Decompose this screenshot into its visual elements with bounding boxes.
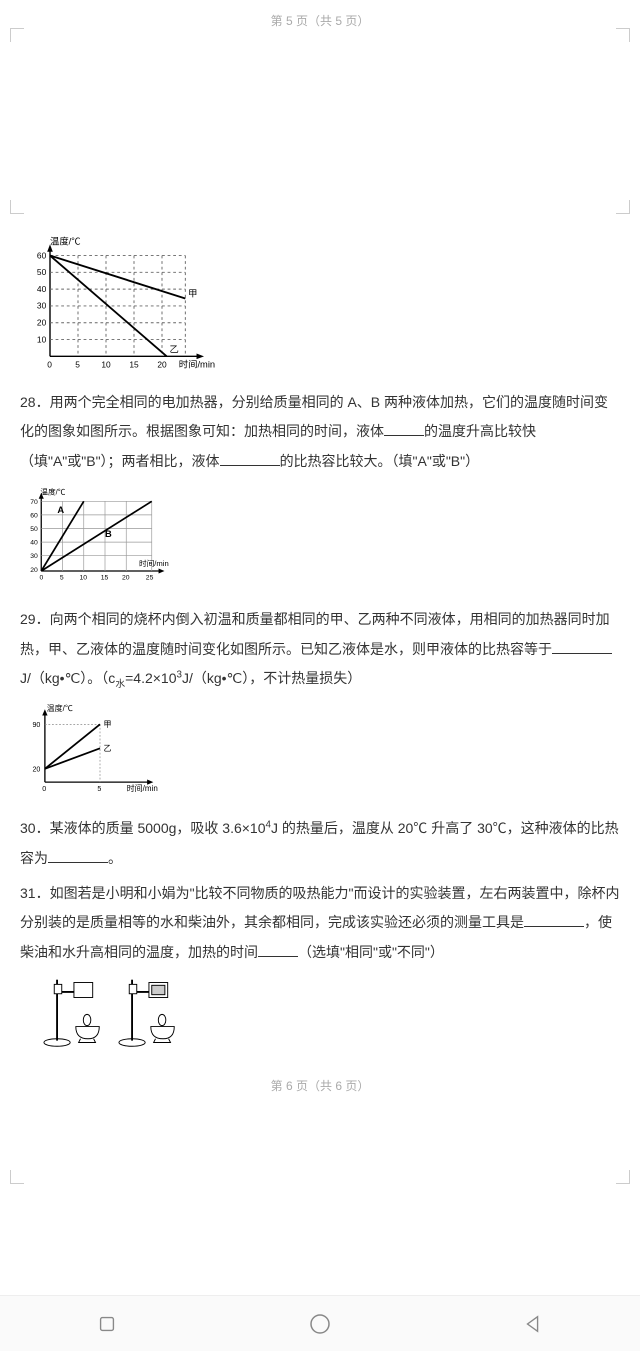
svg-text:10: 10	[101, 360, 111, 370]
svg-text:温度/℃: 温度/℃	[40, 487, 65, 497]
svg-text:15: 15	[101, 575, 109, 582]
crop-corner-bl	[10, 1170, 24, 1184]
page-footer: 第 6 页（共 6 页）	[20, 1063, 620, 1108]
q-num: 29．	[20, 611, 50, 627]
q-text: 。	[108, 850, 122, 866]
q-num: 28．	[20, 394, 50, 410]
svg-text:25: 25	[146, 575, 154, 582]
svg-text:0: 0	[47, 360, 52, 370]
q-text: 某液体的质量 5000g，吸收 3.6×10	[50, 820, 266, 836]
svg-text:60: 60	[30, 513, 38, 520]
svg-text:20: 20	[32, 766, 40, 774]
q-text: J/（kg•℃）。（c	[20, 670, 115, 686]
crop-corner-ml	[10, 200, 24, 214]
svg-text:甲: 甲	[104, 720, 112, 729]
question-30: 30．某液体的质量 5000g，吸收 3.6×104J 的热量后，温度从 20℃…	[20, 814, 620, 873]
question-31: 31．如图若是小明和小娟为"比较不同物质的吸热能力"而设计的实验装置，左右两装置…	[20, 879, 620, 967]
svg-text:0: 0	[40, 575, 44, 582]
y-axis-label: 温度/℃	[50, 235, 81, 246]
svg-text:时间/min: 时间/min	[139, 558, 169, 568]
apparatus-left	[44, 980, 99, 1047]
svg-text:A: A	[57, 505, 64, 515]
svg-text:时间/min: 时间/min	[179, 359, 215, 370]
blank-input[interactable]	[384, 422, 424, 436]
svg-text:20: 20	[122, 575, 130, 582]
page-header: 第 5 页（共 5 页）	[0, 0, 640, 41]
apparatus-right	[119, 980, 174, 1047]
q-text: J/（kg•℃），不计热量损失）	[182, 670, 361, 686]
svg-text:30: 30	[30, 553, 38, 560]
svg-text:乙: 乙	[104, 744, 112, 753]
svg-text:10: 10	[79, 575, 87, 582]
nav-recent-button[interactable]	[93, 1310, 121, 1338]
q-text: （选填"相同"或"不同"）	[298, 944, 444, 960]
svg-text:5: 5	[75, 360, 80, 370]
crop-corner-mr	[616, 200, 630, 214]
nav-home-button[interactable]	[306, 1310, 334, 1338]
apparatus-diagram	[38, 975, 620, 1055]
svg-text:50: 50	[37, 267, 47, 277]
series-jia	[50, 256, 185, 299]
q-text: 的比热容比较大。（填"A"或"B"）	[280, 453, 480, 469]
svg-text:20: 20	[30, 567, 38, 574]
svg-text:60: 60	[37, 250, 47, 260]
svg-text:温度/℃: 温度/℃	[47, 703, 73, 713]
svg-text:30: 30	[37, 301, 47, 311]
svg-text:乙: 乙	[169, 345, 178, 355]
page-content: 温度/℃ 甲 乙	[0, 41, 640, 1108]
svg-text:5: 5	[60, 575, 64, 582]
svg-text:40: 40	[30, 540, 38, 547]
svg-text:B: B	[105, 529, 112, 539]
chart-q28: 温度/℃ A B 70 60 50	[20, 482, 200, 597]
svg-text:5: 5	[97, 785, 101, 793]
q-num: 30．	[20, 820, 50, 836]
android-nav-bar	[0, 1295, 640, 1351]
question-28: 28．用两个完全相同的电加热器，分别给质量相同的 A、B 两种液体加热，它们的温…	[20, 388, 620, 476]
nav-back-button[interactable]	[519, 1310, 547, 1338]
svg-text:0: 0	[42, 785, 46, 793]
svg-text:50: 50	[30, 526, 38, 533]
subscript: 水	[115, 679, 125, 690]
crop-corner-tl	[10, 28, 24, 42]
crop-corner-tr	[616, 28, 630, 42]
q-num: 31．	[20, 885, 50, 901]
blank-input[interactable]	[48, 849, 108, 863]
svg-text:70: 70	[30, 499, 38, 506]
svg-text:90: 90	[32, 721, 40, 729]
blank-input[interactable]	[524, 913, 584, 927]
q-text: =4.2×10	[125, 670, 176, 686]
chart-q27: 温度/℃ 甲 乙	[20, 235, 220, 380]
svg-text:15: 15	[129, 360, 139, 370]
svg-text:10: 10	[37, 334, 47, 344]
blank-input[interactable]	[552, 640, 612, 654]
series-yi	[45, 749, 100, 769]
q-text: 向两个相同的烧杯内倒入初温和质量都相同的甲、乙两种不同液体，用相同的加热器同时加…	[20, 611, 610, 656]
svg-text:20: 20	[37, 318, 47, 328]
svg-text:时间/min: 时间/min	[127, 783, 158, 793]
crop-corner-br	[616, 1170, 630, 1184]
svg-text:20: 20	[157, 360, 167, 370]
series-jia	[45, 725, 100, 769]
svg-text:甲: 甲	[188, 289, 197, 299]
question-29: 29．向两个相同的烧杯内倒入初温和质量都相同的甲、乙两种不同液体，用相同的加热器…	[20, 605, 620, 695]
blank-input[interactable]	[258, 943, 298, 957]
svg-text:40: 40	[37, 284, 47, 294]
chart-q29: 温度/℃ 甲 乙 90 20 0 5 时间/min	[20, 701, 200, 806]
blank-input[interactable]	[220, 452, 280, 466]
